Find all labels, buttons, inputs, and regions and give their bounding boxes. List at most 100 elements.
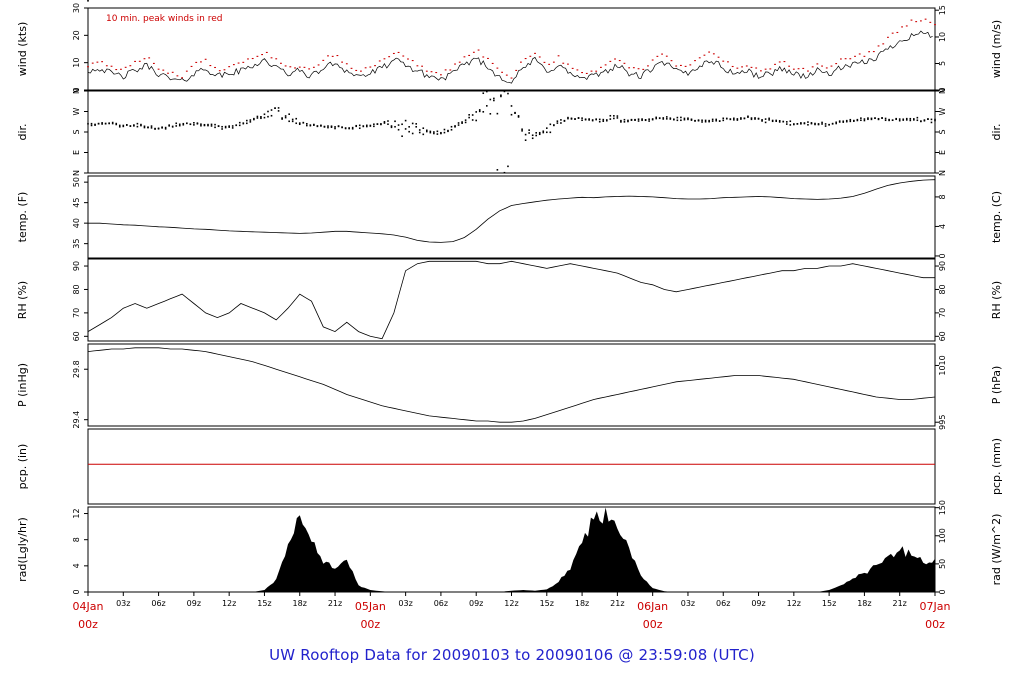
tick-label-right: N (938, 170, 947, 176)
axis-label-right-rh: RH (%) (990, 281, 1003, 319)
x-minor-label: 18z (575, 599, 589, 608)
tick-label-left: 30 (72, 3, 81, 13)
panel-border-pcp (87, 428, 936, 505)
axis-label-right-rad: rad (W/m^2) (990, 514, 1003, 586)
tick-label-left: 90 (72, 261, 81, 271)
tick-label-left: 45 (72, 198, 81, 208)
x-minor-label: 09z (469, 599, 483, 608)
x-minor-label: 21z (610, 599, 624, 608)
x-minor-label: 18z (293, 599, 307, 608)
series-solar-radiation (88, 507, 935, 592)
tick-label-left: 0 (72, 589, 81, 594)
x-minor-label: 15z (540, 599, 554, 608)
axis-label-right-pressure: P (hPa) (990, 366, 1003, 405)
series-wind-peak-10min (87, 18, 936, 79)
tick-label-right: 150 (938, 500, 947, 515)
x-minor-label: 12z (222, 599, 236, 608)
tick-label-left: 40 (72, 218, 81, 228)
x-minor-label: 03z (116, 599, 130, 608)
tick-label-right: 0 (938, 87, 947, 92)
axis-label-left-pcp: pcp. (in) (16, 444, 29, 490)
tick-label-left: 35 (72, 239, 81, 249)
x-minor-label: 09z (751, 599, 765, 608)
tick-label-left: 20 (72, 30, 81, 40)
axis-label-left-pressure: P (inHg) (16, 363, 29, 407)
axis-label-left-rh: RH (%) (16, 281, 29, 319)
x-day-label: 07Jan (920, 600, 951, 613)
tick-label-right: 60 (938, 331, 947, 341)
tick-label-right: N (938, 88, 947, 94)
tick-label-left: E (72, 150, 81, 155)
panel-rh: 60 70 80 90 60 70 80 90 RH (%) RH (%) (16, 258, 1003, 342)
panel-border-pressure (87, 343, 936, 427)
tick-label-left: 29.8 (72, 360, 81, 378)
x-minor-label: 18z (857, 599, 871, 608)
x-minor-label: 21z (328, 599, 342, 608)
x-minor-label: 15z (257, 599, 271, 608)
tick-label-right: 0 (938, 589, 947, 594)
axis-label-left-rad: rad(Lgly/hr) (16, 517, 29, 582)
x-day-label-z: 00z (925, 618, 945, 631)
x-minor-label: 12z (787, 599, 801, 608)
x-minor-label: 03z (398, 599, 412, 608)
series-relative-humidity (87, 260, 935, 340)
x-minor-label: 06z (716, 599, 730, 608)
tick-label-right: 8 (938, 194, 947, 199)
panel-border-dir (87, 90, 936, 174)
tick-label-left: 8 (72, 537, 81, 542)
panel-rad: 0 4 8 12 0 50 100 150 rad(Lgly/hr) rad (W/m^2) (16, 500, 1003, 595)
series-temperature (88, 179, 936, 243)
axis-label-left-dir: dir. (16, 123, 29, 140)
x-minor-label: 12z (504, 599, 518, 608)
tick-label-left: 4 (72, 563, 81, 568)
x-axis: 04Jan 00z 03z 06z 09z 12z 15z 18z 21z 05Jan 00z 03z… (73, 592, 951, 631)
tick-label-left: 60 (72, 331, 81, 341)
tick-label-right: 0 (938, 253, 947, 258)
series-wind-average (87, 30, 933, 84)
tick-label-right: 70 (938, 308, 947, 318)
tick-label-left: 70 (72, 308, 81, 318)
tick-label-right: 5 (938, 61, 947, 66)
tick-label-left: S (72, 129, 81, 134)
x-minor-label: 09z (187, 599, 201, 608)
x-day-label-z: 00z (643, 618, 663, 631)
x-day-label-z: 00z (360, 618, 380, 631)
tick-label-left: 0 (72, 87, 81, 92)
axis-label-right-temp: temp. (C) (990, 191, 1003, 243)
panel-wind: 0 10 20 30 0 5 10 15 wind (kts) wind (m/s) 10 min.… (16, 3, 1003, 93)
chart-title: UW Rooftop Data for 20090103 to 20090106… (269, 646, 755, 664)
tick-label-left: 12 (72, 508, 81, 518)
series-pressure (87, 347, 936, 423)
axis-label-right-pcp: pcp. (mm) (990, 438, 1003, 495)
panel-border-rad (87, 506, 936, 593)
tick-label-right: 100 (938, 528, 947, 543)
tick-label-left: W (72, 107, 81, 115)
panel-temp: 35 40 45 50 0 4 8 temp. (F) temp. (C) (16, 175, 1003, 259)
axis-label-left-temp: temp. (F) (16, 192, 29, 243)
tick-label-right: 10 (938, 32, 947, 42)
panel-border-rh (87, 258, 936, 342)
x-day-label: 04Jan (73, 600, 104, 613)
tick-label-right: 1010 (938, 355, 947, 375)
axis-label-right-dir: dir. (990, 123, 1003, 140)
tick-label-right: 90 (938, 261, 947, 271)
x-day-label: 06Jan (637, 600, 668, 613)
series-wind-direction (87, 0, 936, 174)
x-minor-label: 06z (151, 599, 165, 608)
tick-label-right: 4 (938, 224, 947, 229)
tick-label-left: 50 (72, 177, 81, 187)
tick-label-right: 50 (938, 559, 947, 569)
peak-wind-annotation: 10 min. peak winds in red (106, 14, 223, 24)
x-minor-label: 15z (822, 599, 836, 608)
panel-pcp: pcp. (in) pcp. (mm) (16, 428, 1003, 505)
tick-label-right: E (938, 150, 947, 155)
tick-label-right: 80 (938, 284, 947, 294)
panel-border-temp (87, 175, 936, 259)
x-minor-label: 03z (681, 599, 695, 608)
tick-label-left: 29.4 (72, 411, 81, 429)
tick-label-right: S (938, 129, 947, 134)
tick-label-left: N (72, 88, 81, 94)
tick-label-right: 995 (938, 415, 947, 430)
